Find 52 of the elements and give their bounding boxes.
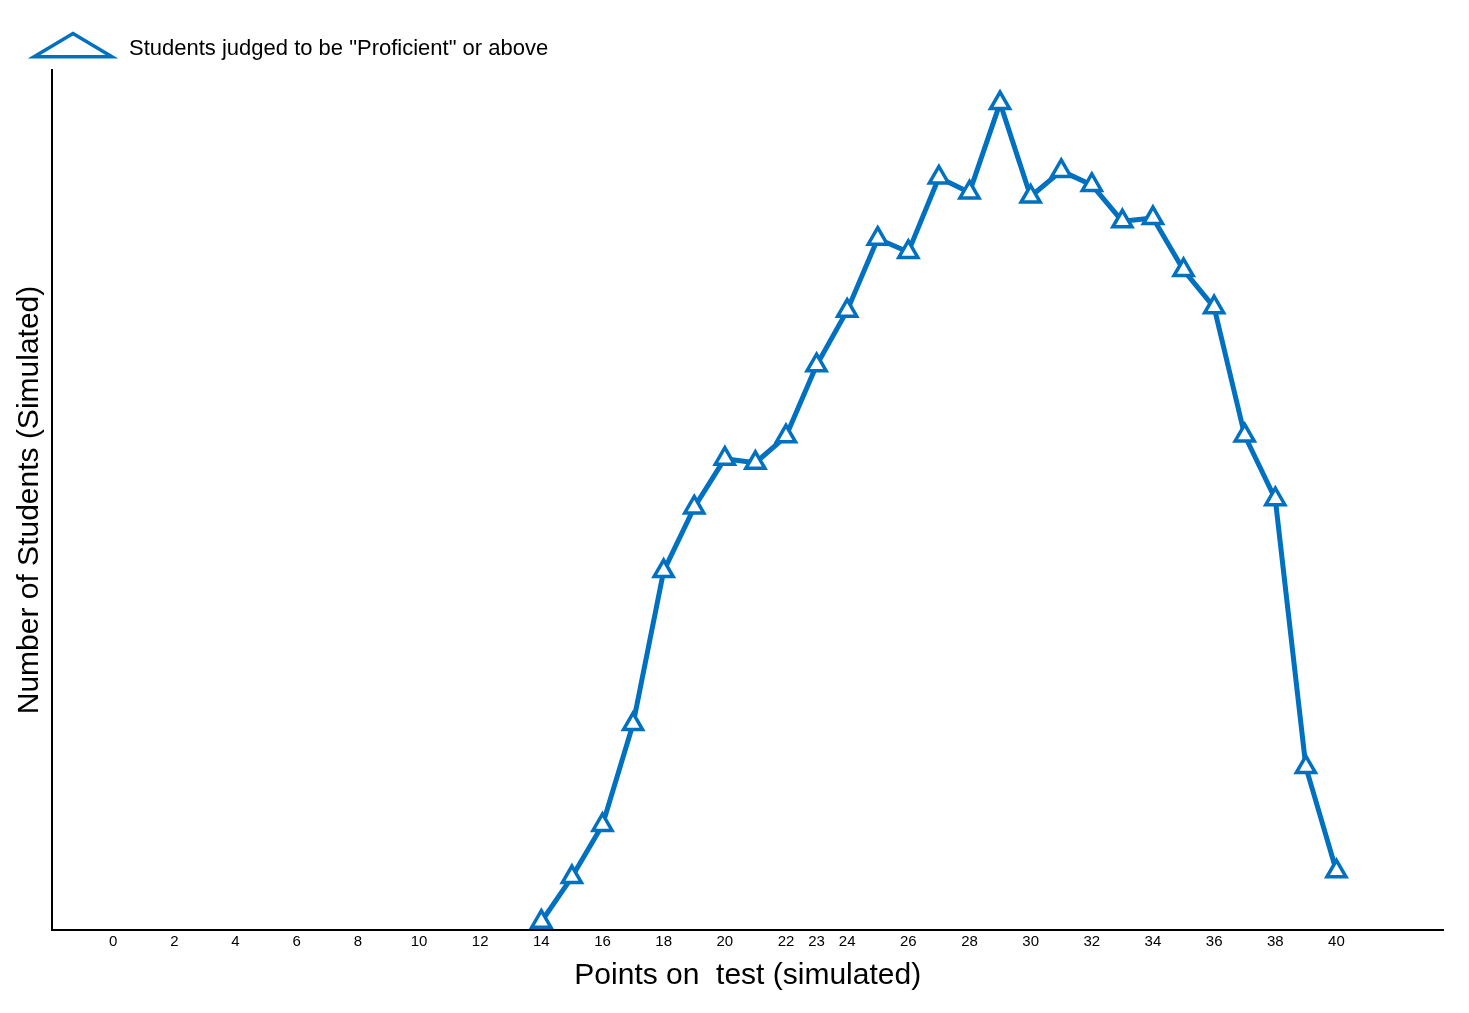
point (713, 445, 737, 466)
point (682, 494, 706, 515)
point (988, 90, 1012, 111)
point (897, 239, 920, 260)
point (744, 450, 767, 471)
x-tick-label: 18 (655, 932, 672, 950)
point (835, 297, 859, 318)
x-tick-label: 24 (838, 932, 856, 950)
point (1233, 422, 1256, 443)
point (1201, 292, 1227, 315)
x-tick-label: 0 (108, 932, 118, 950)
point (1019, 183, 1042, 204)
x-tick-label: 2 (170, 932, 179, 950)
x-tick-label: 10 (410, 932, 428, 950)
x-tick-label: 12 (471, 932, 489, 950)
point (621, 711, 645, 732)
point (591, 812, 614, 833)
point (1172, 257, 1195, 278)
x-tick-label: 26 (899, 932, 917, 950)
point (773, 421, 799, 444)
x-tick-label: 6 (292, 932, 301, 950)
x-tick-label: 8 (353, 932, 362, 950)
x-tick-label: 30 (1022, 932, 1039, 950)
x-tick-label: 20 (716, 932, 734, 950)
point (805, 352, 828, 373)
y-axis-title: Number of Students (Simulated) (11, 285, 45, 715)
point (1080, 172, 1104, 193)
x-tick-label: 28 (961, 932, 978, 950)
point (560, 864, 584, 885)
x-tick-label: 32 (1083, 932, 1101, 950)
point (1324, 856, 1349, 879)
x-axis-title: Points on test (simulated) (574, 957, 922, 991)
point (927, 164, 951, 185)
x-tick-label: 40 (1328, 932, 1345, 950)
x-tick-label: 38 (1266, 932, 1284, 950)
x-tick-label: 36 (1205, 932, 1223, 950)
point (1294, 754, 1318, 775)
x-tick-label: 23 (808, 932, 825, 950)
point (1141, 205, 1165, 226)
x-tick-label: 22 (777, 932, 795, 950)
x-tick-label: 34 (1144, 932, 1162, 950)
point (530, 908, 553, 929)
point (652, 558, 675, 579)
x-tick-label: 4 (231, 932, 240, 950)
point (866, 225, 889, 246)
legend-label: Students judged to be "Proficient" or above (129, 35, 549, 61)
point (1264, 486, 1287, 507)
point (1110, 206, 1135, 229)
point (1049, 158, 1073, 179)
x-tick-label: 16 (594, 932, 611, 950)
x-tick-label: 14 (532, 932, 550, 950)
point (958, 179, 981, 200)
